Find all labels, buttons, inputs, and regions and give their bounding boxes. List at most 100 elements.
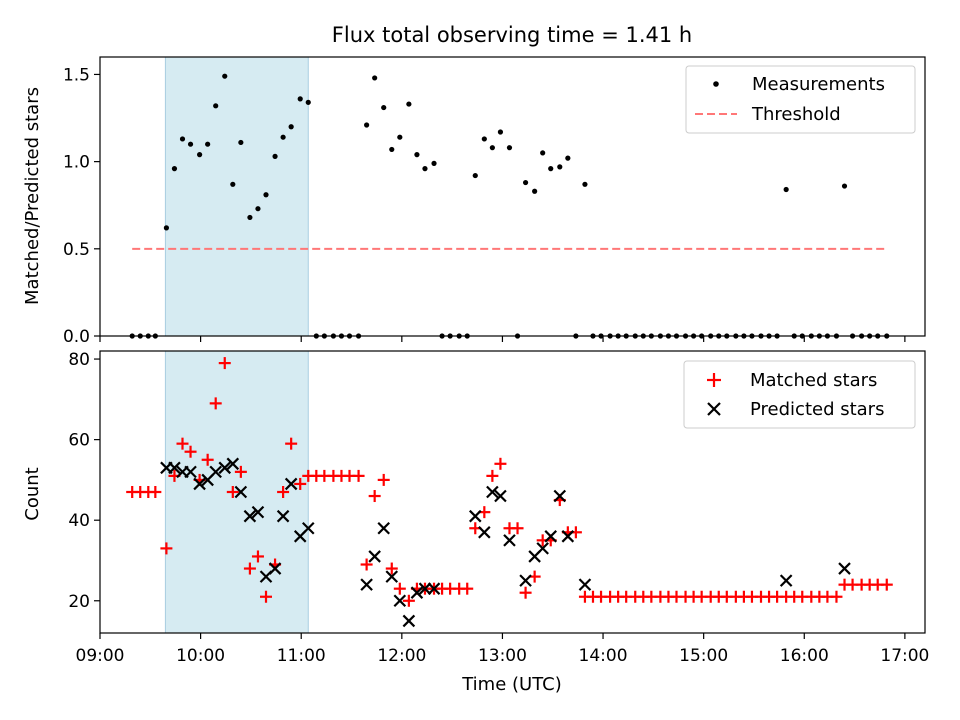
measurement-point xyxy=(230,181,236,187)
measurement-point xyxy=(548,166,554,172)
top-y-tick-label: 0.0 xyxy=(63,327,90,347)
measurement-point xyxy=(372,75,378,81)
x-tick-label: 17:00 xyxy=(880,646,929,666)
measurement-point xyxy=(222,73,228,79)
predicted-star-point xyxy=(410,586,424,599)
legend-predicted-label: Predicted stars xyxy=(750,399,884,420)
predicted-star-point xyxy=(418,582,432,595)
predicted-star-point xyxy=(243,509,257,523)
measurement-point xyxy=(557,164,563,170)
x-tick-label: 11:00 xyxy=(277,646,326,666)
matched-star-point xyxy=(243,562,256,575)
predicted-star-point xyxy=(468,509,482,523)
matched-star-point xyxy=(184,445,197,458)
legend-threshold-label: Threshold xyxy=(751,104,841,125)
predicted-star-point xyxy=(393,594,407,608)
measurement-point xyxy=(522,179,529,186)
matched-star-point xyxy=(176,437,189,450)
bottom-y-tick-label: 60 xyxy=(68,431,90,451)
matched-star-point xyxy=(880,578,893,591)
predicted-star-point xyxy=(486,485,499,499)
legend-measurements-label: Measurements xyxy=(752,74,885,95)
measurement-point xyxy=(305,99,311,105)
legend-matched-marker xyxy=(707,373,721,387)
legend-measurement-marker xyxy=(713,81,719,87)
measurement-point xyxy=(565,155,571,161)
predicted-star-point xyxy=(251,505,265,519)
predicted-star-point xyxy=(360,578,373,591)
predicted-star-point xyxy=(377,521,390,535)
top-axes: 0.0 0.5 1.0 1.5 Matched/Predicted stars Mea… xyxy=(22,56,926,347)
predicted-star-point xyxy=(494,489,507,503)
measurement-point xyxy=(389,146,395,153)
predicted-star-point xyxy=(301,521,315,535)
matched-star-point xyxy=(461,582,474,595)
predicted-star-point xyxy=(427,582,441,595)
top-y-tick-label: 1.5 xyxy=(63,65,90,85)
predicted-star-point xyxy=(838,562,851,575)
measurement-point xyxy=(179,136,186,142)
top-y-tick-label: 0.5 xyxy=(63,240,90,260)
predicted-star-point xyxy=(553,489,567,503)
measurement-point xyxy=(263,192,269,198)
bottom-legend: Matched stars Predicted stars xyxy=(683,360,916,429)
bottom-y-axis-label: Count xyxy=(22,467,43,520)
measurement-point xyxy=(238,139,244,146)
predicted-star-point xyxy=(284,477,298,491)
predicted-star-point xyxy=(234,485,248,499)
matched-star-point xyxy=(368,490,381,503)
measurement-point xyxy=(532,188,538,194)
measurement-point xyxy=(406,101,412,107)
predicted-star-point xyxy=(544,530,558,543)
top-legend: Measurements Threshold xyxy=(685,65,916,134)
x-axis-label: Time (UTC) xyxy=(461,674,562,695)
matched-star-point xyxy=(234,465,247,478)
matched-star-point xyxy=(201,453,214,466)
measurement-point xyxy=(364,122,370,128)
measurement-point xyxy=(497,129,504,135)
measurement-point xyxy=(489,145,495,151)
measurement-point xyxy=(197,152,203,158)
bottom-y-tick-label: 40 xyxy=(68,511,90,531)
x-tick-label: 09:00 xyxy=(76,646,125,666)
predicted-star-point xyxy=(503,534,516,547)
chart-title: Flux total observing time = 1.41 h xyxy=(332,23,692,47)
legend-predicted-marker xyxy=(707,402,721,416)
bottom-y-tick-label: 80 xyxy=(68,350,90,370)
measurement-point xyxy=(397,134,403,140)
measurement-point xyxy=(272,153,278,159)
predicted-star-point xyxy=(478,526,491,539)
predicted-star-point xyxy=(561,530,575,543)
matched-star-point xyxy=(160,542,173,555)
predicted-star-point xyxy=(536,542,549,555)
predicted-star-point xyxy=(268,562,282,575)
predicted-star-point xyxy=(209,465,222,479)
predicted-star-point xyxy=(368,550,381,563)
measurement-point xyxy=(841,183,848,189)
predicted-star-point xyxy=(578,578,592,591)
x-tick-label: 12:00 xyxy=(377,646,426,666)
legend-matched-label: Matched stars xyxy=(750,370,877,391)
matched-star-point xyxy=(402,594,415,607)
measurement-point xyxy=(414,152,420,158)
measurement-point xyxy=(381,104,387,111)
matched-star-point xyxy=(251,550,264,563)
measurement-point xyxy=(431,160,437,166)
measurement-point xyxy=(506,145,513,151)
matched-star-point xyxy=(830,590,843,603)
matched-star-point xyxy=(260,590,273,603)
predicted-star-point xyxy=(402,614,416,628)
matched-star-point xyxy=(519,586,532,599)
x-tick-label: 13:00 xyxy=(478,646,527,666)
measurement-point xyxy=(171,166,178,172)
matched-star-point xyxy=(393,582,406,595)
measurement-point xyxy=(582,181,588,187)
measurement-point xyxy=(213,103,219,109)
x-tick-label: 14:00 xyxy=(579,646,628,666)
top-y-axis-label: Matched/Predicted stars xyxy=(22,87,43,305)
matched-star-point xyxy=(494,457,507,470)
measurement-point xyxy=(163,225,170,231)
measurement-point xyxy=(481,136,487,142)
measurement-point xyxy=(205,141,211,147)
